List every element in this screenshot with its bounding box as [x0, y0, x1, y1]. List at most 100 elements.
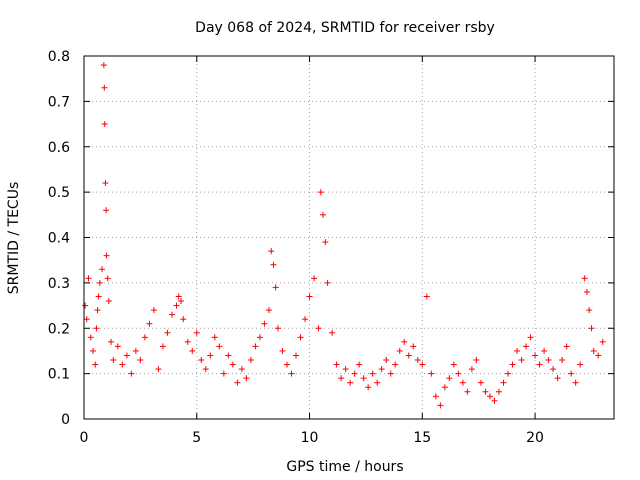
grid-lines: [84, 56, 614, 419]
data-point: [274, 325, 281, 332]
data-point: [110, 357, 117, 364]
data-point: [184, 338, 191, 345]
data-point: [83, 316, 90, 323]
axis-ticks: 0 5 10 15 20 0 0.1 0.2 0.3 0.4 0.5 0.6 0.7 0.8: [48, 49, 614, 446]
data-point: [180, 316, 187, 323]
data-point: [455, 370, 462, 377]
data-point: [247, 357, 254, 364]
data-point: [505, 370, 511, 377]
data-point: [297, 334, 304, 341]
data-point: [272, 284, 279, 291]
data-point: [446, 375, 453, 382]
data-point: [541, 347, 548, 354]
data-point: [173, 302, 180, 309]
data-point: [459, 379, 466, 386]
data-point: [265, 307, 272, 314]
data-point: [450, 361, 457, 368]
data-point: [441, 384, 448, 391]
data-point: [256, 334, 263, 341]
data-point: [155, 366, 162, 373]
data-point: [333, 361, 340, 368]
data-point: [101, 121, 108, 128]
y-tick-label: 0.1: [48, 367, 70, 383]
data-point: [329, 329, 336, 336]
data-point: [347, 379, 354, 386]
data-point: [279, 347, 286, 354]
data-point: [410, 343, 417, 350]
data-point: [95, 293, 102, 300]
y-tick-label: 0.5: [48, 185, 70, 201]
data-point: [428, 370, 435, 377]
data-point: [311, 275, 318, 282]
x-tick-label: 20: [526, 430, 544, 446]
data-point: [536, 361, 543, 368]
data-point: [128, 370, 135, 377]
y-tick-label: 0.3: [48, 276, 70, 292]
y-tick-label: 0.8: [48, 49, 70, 65]
data-point: [252, 343, 259, 350]
data-point: [468, 366, 475, 373]
data-point: [99, 266, 106, 273]
data-point: [351, 370, 358, 377]
y-tick-label: 0.4: [48, 231, 70, 247]
data-point: [102, 180, 109, 187]
data-point: [590, 347, 597, 354]
x-tick-label: 15: [413, 430, 431, 446]
data-point: [225, 352, 232, 359]
data-point: [164, 329, 171, 336]
data-point: [270, 261, 277, 268]
data-point: [207, 352, 214, 359]
data-point: [211, 334, 218, 341]
data-point: [268, 248, 275, 255]
data-point: [306, 293, 313, 300]
data-point: [554, 375, 561, 382]
data-point: [482, 388, 489, 395]
data-point: [360, 375, 367, 382]
data-point: [369, 370, 376, 377]
data-point: [338, 375, 345, 382]
data-point: [90, 347, 97, 354]
data-point: [105, 298, 112, 305]
data-point: [342, 366, 349, 373]
data-point: [101, 84, 108, 91]
data-point: [193, 329, 200, 336]
data-points: [82, 62, 606, 409]
data-point: [495, 388, 502, 395]
data-point: [568, 370, 575, 377]
data-point: [288, 370, 295, 377]
data-point: [595, 352, 602, 359]
data-point: [302, 316, 309, 323]
data-point: [229, 361, 236, 368]
y-tick-label: 0.6: [48, 140, 70, 156]
data-point: [317, 189, 324, 196]
data-point: [599, 338, 606, 345]
y-tick-label: 0: [61, 412, 70, 428]
data-point: [87, 334, 94, 341]
data-point: [477, 379, 484, 386]
data-point: [437, 402, 444, 409]
data-point: [234, 379, 241, 386]
data-point: [238, 366, 245, 373]
y-tick-label: 0.7: [48, 94, 70, 110]
data-point: [583, 288, 590, 295]
data-point: [383, 357, 390, 364]
data-point: [500, 379, 507, 386]
x-tick-label: 0: [80, 430, 89, 446]
data-point: [419, 361, 426, 368]
data-point: [401, 338, 408, 345]
data-point: [137, 357, 144, 364]
data-point: [119, 361, 126, 368]
data-point: [374, 379, 381, 386]
data-point: [175, 293, 182, 300]
data-point: [322, 239, 329, 246]
data-point: [486, 393, 493, 400]
y-tick-label: 0.2: [48, 321, 70, 337]
x-tick-label: 10: [301, 430, 319, 446]
data-point: [202, 366, 209, 373]
data-point: [85, 275, 92, 282]
data-point: [523, 343, 530, 350]
data-point: [103, 252, 110, 259]
data-point: [150, 307, 157, 314]
data-point: [315, 325, 322, 332]
data-point: [123, 352, 130, 359]
